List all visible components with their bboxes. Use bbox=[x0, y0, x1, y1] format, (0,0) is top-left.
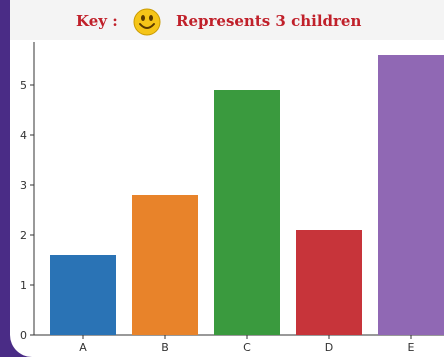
y-tick-label: 1 bbox=[20, 279, 27, 292]
key-text: Represents 3 children bbox=[176, 12, 362, 30]
x-tick-label: E bbox=[408, 341, 415, 354]
x-tick-label: D bbox=[325, 341, 333, 354]
bar-b bbox=[132, 195, 198, 335]
y-tick-label: 2 bbox=[20, 229, 27, 242]
bar-c bbox=[214, 90, 280, 335]
y-tick-label: 3 bbox=[20, 179, 27, 192]
bar-chart: 0 1 2 3 4 5 A B C D E bbox=[20, 42, 444, 354]
y-tick-label: 4 bbox=[20, 129, 27, 142]
smiley-face-icon bbox=[133, 8, 161, 36]
bar-a bbox=[50, 255, 116, 335]
bar-e bbox=[378, 55, 444, 335]
x-tick-label: A bbox=[79, 341, 87, 354]
y-tick-label: 5 bbox=[20, 79, 27, 92]
x-tick-label: B bbox=[161, 341, 169, 354]
y-tick-label: 0 bbox=[20, 329, 27, 342]
key-label: Key : bbox=[76, 12, 118, 30]
key-bar: Key : Represents 3 children bbox=[10, 0, 444, 40]
chart-panel: Key : Represents 3 children 0 1 2 3 4 5 A B C D E bbox=[10, 0, 444, 357]
bar-d bbox=[296, 230, 362, 335]
x-tick-label: C bbox=[243, 341, 251, 354]
